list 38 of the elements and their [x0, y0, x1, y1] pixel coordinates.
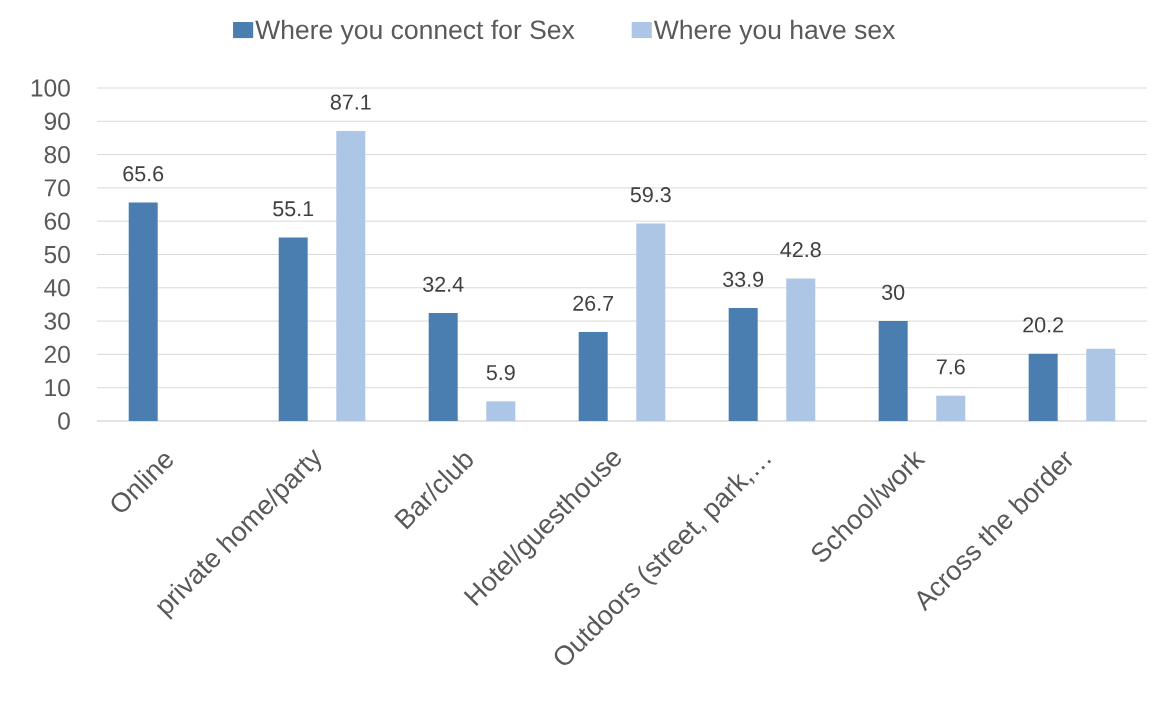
bar	[336, 130, 366, 421]
legend-label: Where you have sex	[653, 19, 896, 45]
bar	[278, 237, 308, 421]
data-label: 5.9	[486, 364, 515, 381]
y-tick-label: 20	[44, 345, 70, 364]
data-label: 59.3	[630, 187, 671, 203]
y-tick-label: 70	[44, 179, 70, 197]
y-tick-label: 40	[44, 279, 70, 297]
bar	[1028, 353, 1058, 421]
y-tick-label: 80	[44, 145, 70, 164]
data-label: 87.1	[330, 94, 371, 110]
bar	[128, 202, 158, 421]
y-tick-label: 90	[44, 112, 70, 130]
bar	[428, 313, 458, 421]
bar	[578, 332, 608, 421]
y-tick-label: 30	[44, 312, 70, 330]
data-label: 26.7	[573, 295, 614, 311]
bar	[728, 308, 758, 421]
data-label: 20.2	[1023, 317, 1064, 333]
data-label: 65.6	[123, 166, 164, 182]
y-tick-label: 10	[45, 379, 70, 397]
bar	[636, 223, 666, 421]
bar	[878, 321, 908, 421]
y-tick-label: 0	[58, 412, 70, 430]
bar	[936, 395, 966, 421]
bar	[1086, 348, 1116, 421]
data-label: 30	[882, 284, 905, 300]
y-tick-label: 50	[44, 245, 70, 264]
bar	[486, 401, 516, 421]
legend-label: Where you connect for Sex	[255, 19, 575, 45]
bar	[786, 278, 816, 421]
data-label: 42.8	[780, 242, 821, 258]
y-tick-label: 60	[44, 212, 70, 230]
data-label: 33.9	[723, 271, 764, 287]
data-label: 32.4	[423, 276, 464, 292]
data-label: 7.6	[936, 359, 965, 375]
y-tick-label: 100	[31, 79, 70, 97]
data-label: 55.1	[273, 201, 314, 217]
